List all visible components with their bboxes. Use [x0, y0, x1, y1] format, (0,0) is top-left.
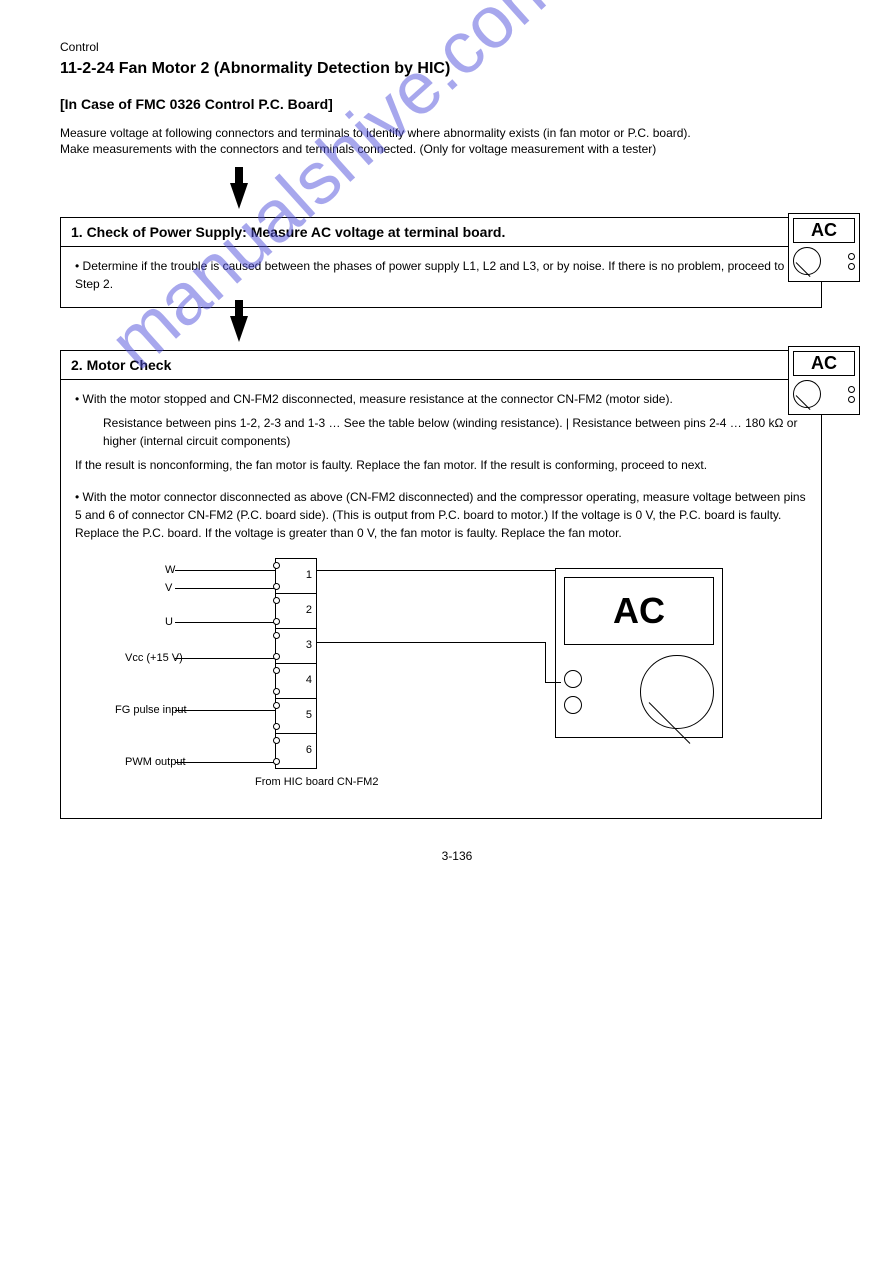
meter-ac-label: AC [793, 218, 855, 243]
step-2-panel: 2. Motor Check • With the motor stopped … [60, 350, 822, 819]
step-2-table-text: Resistance between pins 1-2, 2-3 and 1-3… [103, 414, 807, 450]
meter-buttons-icon [848, 253, 855, 270]
pin-3-label: 3 [306, 637, 312, 654]
arrow-down-icon [230, 183, 248, 209]
big-meter-label: AC [564, 577, 714, 645]
pin-3-signal: U [165, 614, 173, 631]
terminal-block-label: From HIC board CN-FM2 [255, 774, 378, 791]
step-2-body: • With the motor stopped and CN-FM2 disc… [61, 380, 821, 818]
step-1-panel: 1. Check of Power Supply: Measure AC vol… [60, 217, 822, 308]
page-subtitle: [In Case of FMC 0326 Control P.C. Board] [60, 96, 854, 112]
arrow-down-icon [230, 316, 248, 342]
step-2-result: If the result is nonconforming, the fan … [75, 456, 807, 474]
page-number: 3-136 [60, 849, 854, 863]
pin-6-label: 6 [306, 742, 312, 759]
pin-5-label: 5 [306, 707, 312, 724]
meter-dial-icon [640, 655, 714, 729]
breadcrumb: Control [60, 40, 854, 54]
note-1: Measure voltage at following connectors … [60, 126, 691, 140]
meter-dial-icon [793, 380, 821, 408]
pin-4-label: 4 [306, 672, 312, 689]
intro-note: Measure voltage at following connectors … [60, 126, 854, 157]
meter-ac-label: AC [793, 351, 855, 376]
pin-1-signal: W [165, 562, 175, 579]
meter-buttons-icon [564, 670, 582, 714]
pin-1-label: 1 [306, 567, 312, 584]
step-1-body: • Determine if the trouble is caused bet… [61, 247, 821, 307]
note-2: Make measurements with the connectors an… [60, 142, 656, 156]
pin-2-signal: V [165, 580, 172, 597]
terminal-block: 1 2 3 4 5 6 [275, 558, 317, 769]
step-1-text: • Determine if the trouble is caused bet… [75, 259, 784, 291]
page-title: 11-2-24 Fan Motor 2 (Abnormality Detecti… [60, 60, 854, 78]
meter-buttons-icon [848, 386, 855, 403]
pin-2-label: 2 [306, 602, 312, 619]
step-2-lead: • With the motor stopped and CN-FM2 disc… [75, 390, 807, 408]
step-2-heading: 2. Motor Check [61, 351, 821, 380]
ac-meter-large-icon: AC [555, 568, 723, 738]
wiring-diagram: W V U Vcc (+15 V) FG pulse input PWM out… [175, 558, 807, 798]
ac-meter-icon: AC [788, 346, 860, 415]
meter-dial-icon [793, 247, 821, 275]
ac-meter-icon: AC [788, 213, 860, 282]
watermark: manualshive.com [93, 0, 578, 385]
step-2-sub: • With the motor connector disconnected … [75, 488, 807, 542]
step-1-heading: 1. Check of Power Supply: Measure AC vol… [61, 218, 821, 247]
